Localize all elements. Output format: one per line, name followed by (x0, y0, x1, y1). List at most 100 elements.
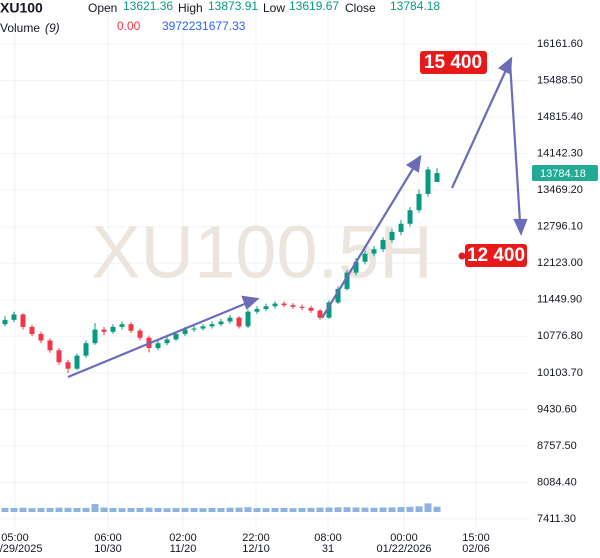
volume-readout: 3972231677.33 (162, 19, 246, 33)
y-tick-label: 13469.20 (537, 184, 583, 196)
symbol: XU100 (0, 0, 43, 16)
volume-bar (118, 508, 126, 512)
volume-bar (352, 507, 360, 512)
volume-bar (163, 508, 171, 512)
x-tick-label: 22:00 (242, 532, 270, 544)
annotation-label: 12 400 (467, 245, 525, 266)
y-tick-label: 9430.60 (537, 403, 577, 415)
candle-body (29, 326, 35, 334)
volume-bar (37, 508, 45, 512)
candle-body (47, 340, 53, 351)
x-tick-date: 10/30 (94, 543, 122, 555)
candle-body (191, 328, 197, 330)
x-tick-label: 00:00 (390, 532, 418, 544)
x-tick-date: 12/10 (242, 543, 270, 555)
annotation-box (420, 51, 487, 74)
x-tick-date: 01/22/2026 (376, 543, 431, 555)
volume-bar (298, 508, 306, 512)
volume-bar (46, 507, 54, 512)
volume-bar (316, 507, 324, 512)
y-tick-label: 16161.60 (537, 38, 583, 50)
volume-bar (55, 507, 63, 512)
x-tick-label: 15:00 (462, 532, 490, 544)
candle-body (74, 355, 80, 369)
volume-bar (10, 508, 18, 512)
y-tick-label: 11449.90 (537, 294, 582, 306)
y-tick-label: 15488.50 (537, 74, 583, 86)
candle-body (236, 317, 242, 327)
volume-bar (244, 507, 252, 512)
candle-body (362, 253, 368, 262)
x-tick-label: 02:00 (169, 532, 197, 544)
candle-body (317, 310, 323, 318)
candle-body (11, 314, 17, 320)
candle-body (398, 223, 404, 232)
arrow-line (67, 301, 248, 379)
volume-readout: 0.00 (117, 19, 141, 33)
watermark: XU100.5H (91, 211, 432, 294)
axes: 16161.60 15488.50 14815.40 14142.30 13469.20… (0, 38, 598, 555)
volume-bar (280, 507, 288, 512)
y-tick-label: 12796.10 (537, 221, 583, 233)
candle-body (200, 326, 206, 329)
arrow-line (450, 69, 508, 189)
volume-bar (64, 507, 72, 512)
volume-bar (379, 507, 387, 512)
candle-body (353, 261, 359, 273)
candles (2, 166, 440, 374)
candle-body (335, 288, 341, 303)
candle-body (20, 314, 26, 327)
volume-bar (190, 508, 198, 512)
volume-pane (1, 503, 441, 512)
volume-bar (127, 508, 135, 512)
x-tick-date: 11/20 (170, 543, 197, 555)
candle-body (371, 249, 377, 254)
x-tick-label: 08:00 (314, 532, 342, 544)
ohlc-value: 13784.18 (390, 0, 440, 13)
volume-bar (289, 508, 297, 512)
volume-bar (388, 507, 396, 512)
candle-body (407, 210, 413, 224)
volume-bar (73, 508, 81, 512)
candle-body (119, 324, 125, 327)
candle-body (344, 272, 350, 289)
y-tick-label: 7411.30 (537, 513, 576, 525)
volume-bar (325, 507, 333, 512)
last-price-label: 13784.18 (540, 168, 586, 180)
ohlc-label: Close (345, 1, 376, 15)
candle-body (155, 343, 161, 349)
y-tick-label: 12123.00 (537, 257, 583, 269)
volume-bar (370, 507, 378, 512)
arrow-head (405, 154, 422, 173)
candle-body (38, 333, 44, 341)
candle-body (137, 330, 143, 338)
ohlc-label: Open (88, 1, 117, 15)
volume-bar (406, 506, 414, 512)
candle-body (380, 240, 386, 250)
x-tick-label: 06:00 (94, 532, 122, 544)
candle-body (326, 302, 332, 318)
volume-bar (262, 508, 270, 512)
volume-bar (253, 508, 261, 512)
candle-body (101, 329, 107, 332)
legend-header: XU100 Open 13621.36 High 13873.91 Low 13… (0, 0, 440, 35)
arrow-line (508, 61, 522, 223)
volume-bar (28, 508, 36, 512)
volume-bar (235, 507, 243, 512)
candle-body (83, 343, 89, 356)
annotation-box (465, 244, 527, 267)
candle-body (218, 321, 224, 325)
ohlc-value: 13621.36 (123, 0, 173, 13)
arrow-line (321, 166, 415, 319)
candle-body (434, 173, 440, 182)
volume-bar (100, 507, 108, 512)
volume-param: (9) (45, 21, 60, 35)
volume-bar (307, 507, 315, 512)
candle-body (182, 329, 188, 334)
ohlc-value: 13619.67 (289, 0, 339, 13)
candle-body (164, 339, 170, 344)
volume-bar (109, 508, 117, 512)
y-tick-label: 8757.50 (537, 440, 577, 452)
